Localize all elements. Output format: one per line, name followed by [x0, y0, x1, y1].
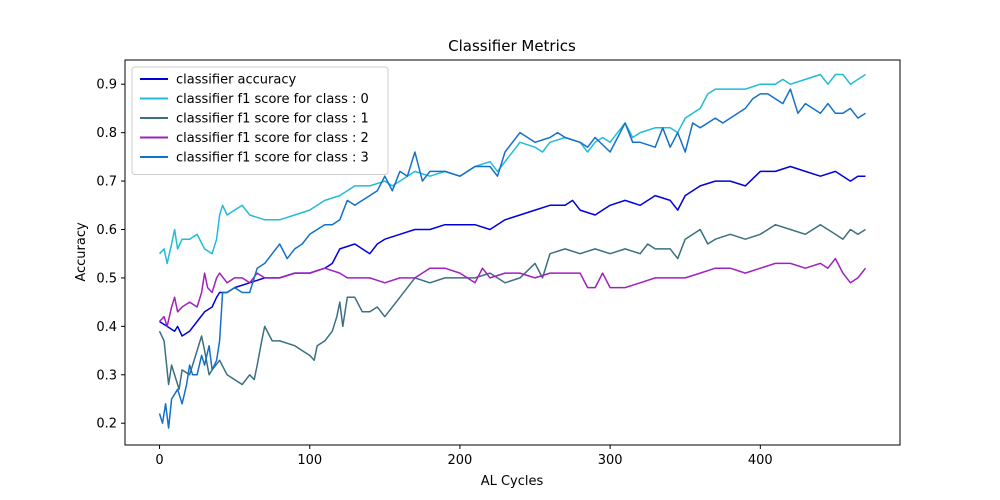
legend-box [131, 66, 389, 175]
x-tick-label: 400 [748, 453, 773, 468]
y-tick-label: 0.6 [96, 223, 117, 238]
y-axis-title: Accuracy [74, 222, 89, 282]
y-tick-label: 0.3 [96, 368, 117, 383]
chart-title: Classifier Metrics [448, 37, 576, 55]
y-tick-label: 0.8 [96, 126, 117, 141]
legend-label-4: classifier f1 score for class : 3 [176, 151, 369, 166]
series-line-2 [158, 223, 866, 391]
x-tick-label: 100 [297, 453, 322, 468]
x-axis-ticks: 0 100 200 300 400 [155, 445, 773, 468]
y-tick-label: 0.7 [96, 175, 117, 190]
y-tick-label: 0.2 [96, 417, 117, 432]
series-line-0 [159, 165, 866, 337]
x-tick-label: 0 [155, 453, 163, 468]
legend-label-0: classifier accuracy [176, 73, 297, 88]
legend-label-3: classifier f1 score for class : 2 [176, 131, 369, 146]
series-line-4 [158, 88, 866, 429]
plot-area-frame [124, 59, 901, 446]
legend-label-2: classifier f1 score for class : 1 [176, 112, 369, 127]
legend: classifier accuracy classifier f1 score f… [131, 66, 389, 175]
x-tick-label: 200 [448, 453, 473, 468]
x-axis-title: AL Cycles [481, 474, 544, 489]
plot-lines [158, 73, 867, 429]
y-tick-label: 0.9 [96, 78, 117, 93]
x-tick-label: 300 [598, 453, 623, 468]
y-tick-label: 0.5 [96, 271, 117, 286]
y-axis-ticks: 0.2 0.3 0.4 0.5 0.6 0.7 0.8 0.9 [96, 78, 125, 432]
legend-label-1: classifier f1 score for class : 0 [176, 92, 369, 107]
y-tick-label: 0.4 [96, 320, 117, 335]
series-line-3 [158, 257, 867, 328]
